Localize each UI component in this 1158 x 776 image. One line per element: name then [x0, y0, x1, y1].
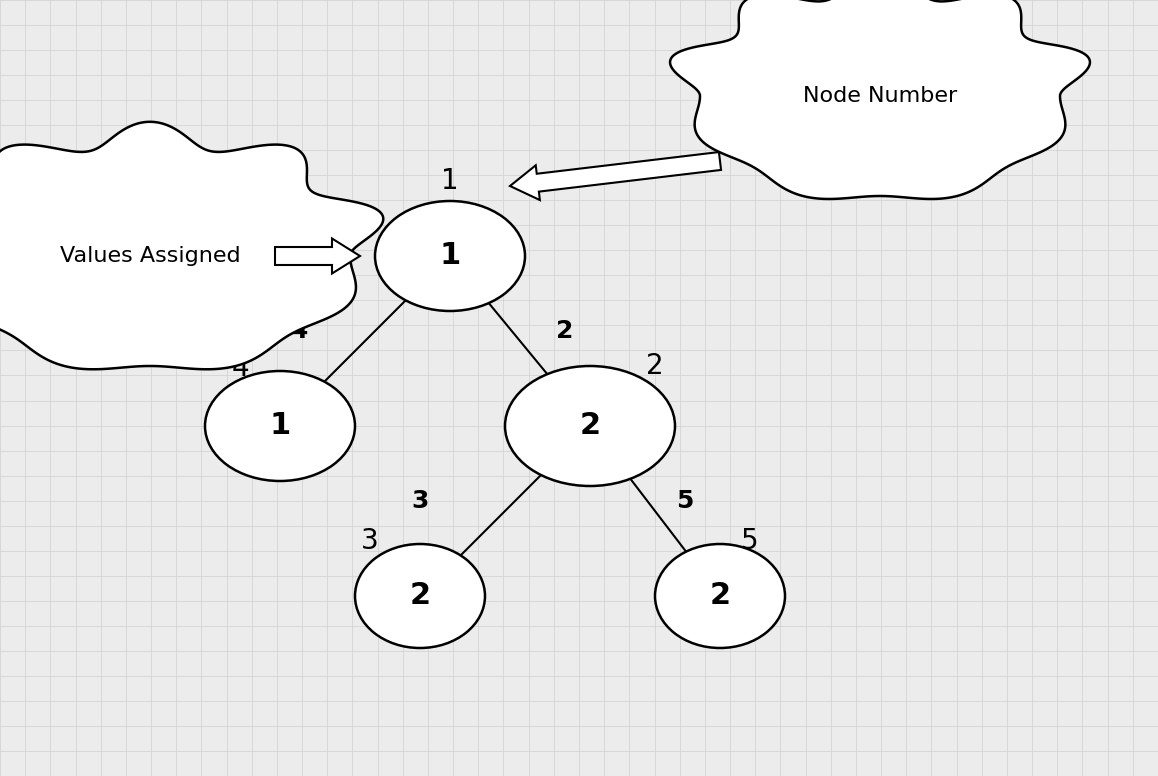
- FancyArrow shape: [510, 152, 721, 200]
- Text: 4: 4: [232, 354, 249, 382]
- Text: 2: 2: [710, 581, 731, 611]
- Text: 1: 1: [441, 167, 459, 195]
- Text: 5: 5: [676, 489, 694, 513]
- Polygon shape: [670, 0, 1090, 199]
- Ellipse shape: [655, 544, 785, 648]
- Ellipse shape: [505, 366, 675, 486]
- Polygon shape: [0, 122, 383, 369]
- Text: 1: 1: [270, 411, 291, 441]
- Text: 3: 3: [361, 527, 379, 555]
- Ellipse shape: [205, 371, 356, 481]
- Text: Values Assigned: Values Assigned: [60, 246, 241, 266]
- Text: 2: 2: [556, 319, 573, 343]
- Text: 5: 5: [741, 527, 758, 555]
- Text: 2: 2: [646, 352, 664, 380]
- Ellipse shape: [375, 201, 525, 311]
- FancyArrow shape: [274, 238, 360, 273]
- Text: 4: 4: [292, 319, 309, 343]
- Text: 2: 2: [410, 581, 431, 611]
- Ellipse shape: [356, 544, 485, 648]
- Text: 3: 3: [411, 489, 428, 513]
- Text: 2: 2: [579, 411, 601, 441]
- Text: 1: 1: [439, 241, 461, 271]
- Text: Node Number: Node Number: [802, 86, 958, 106]
